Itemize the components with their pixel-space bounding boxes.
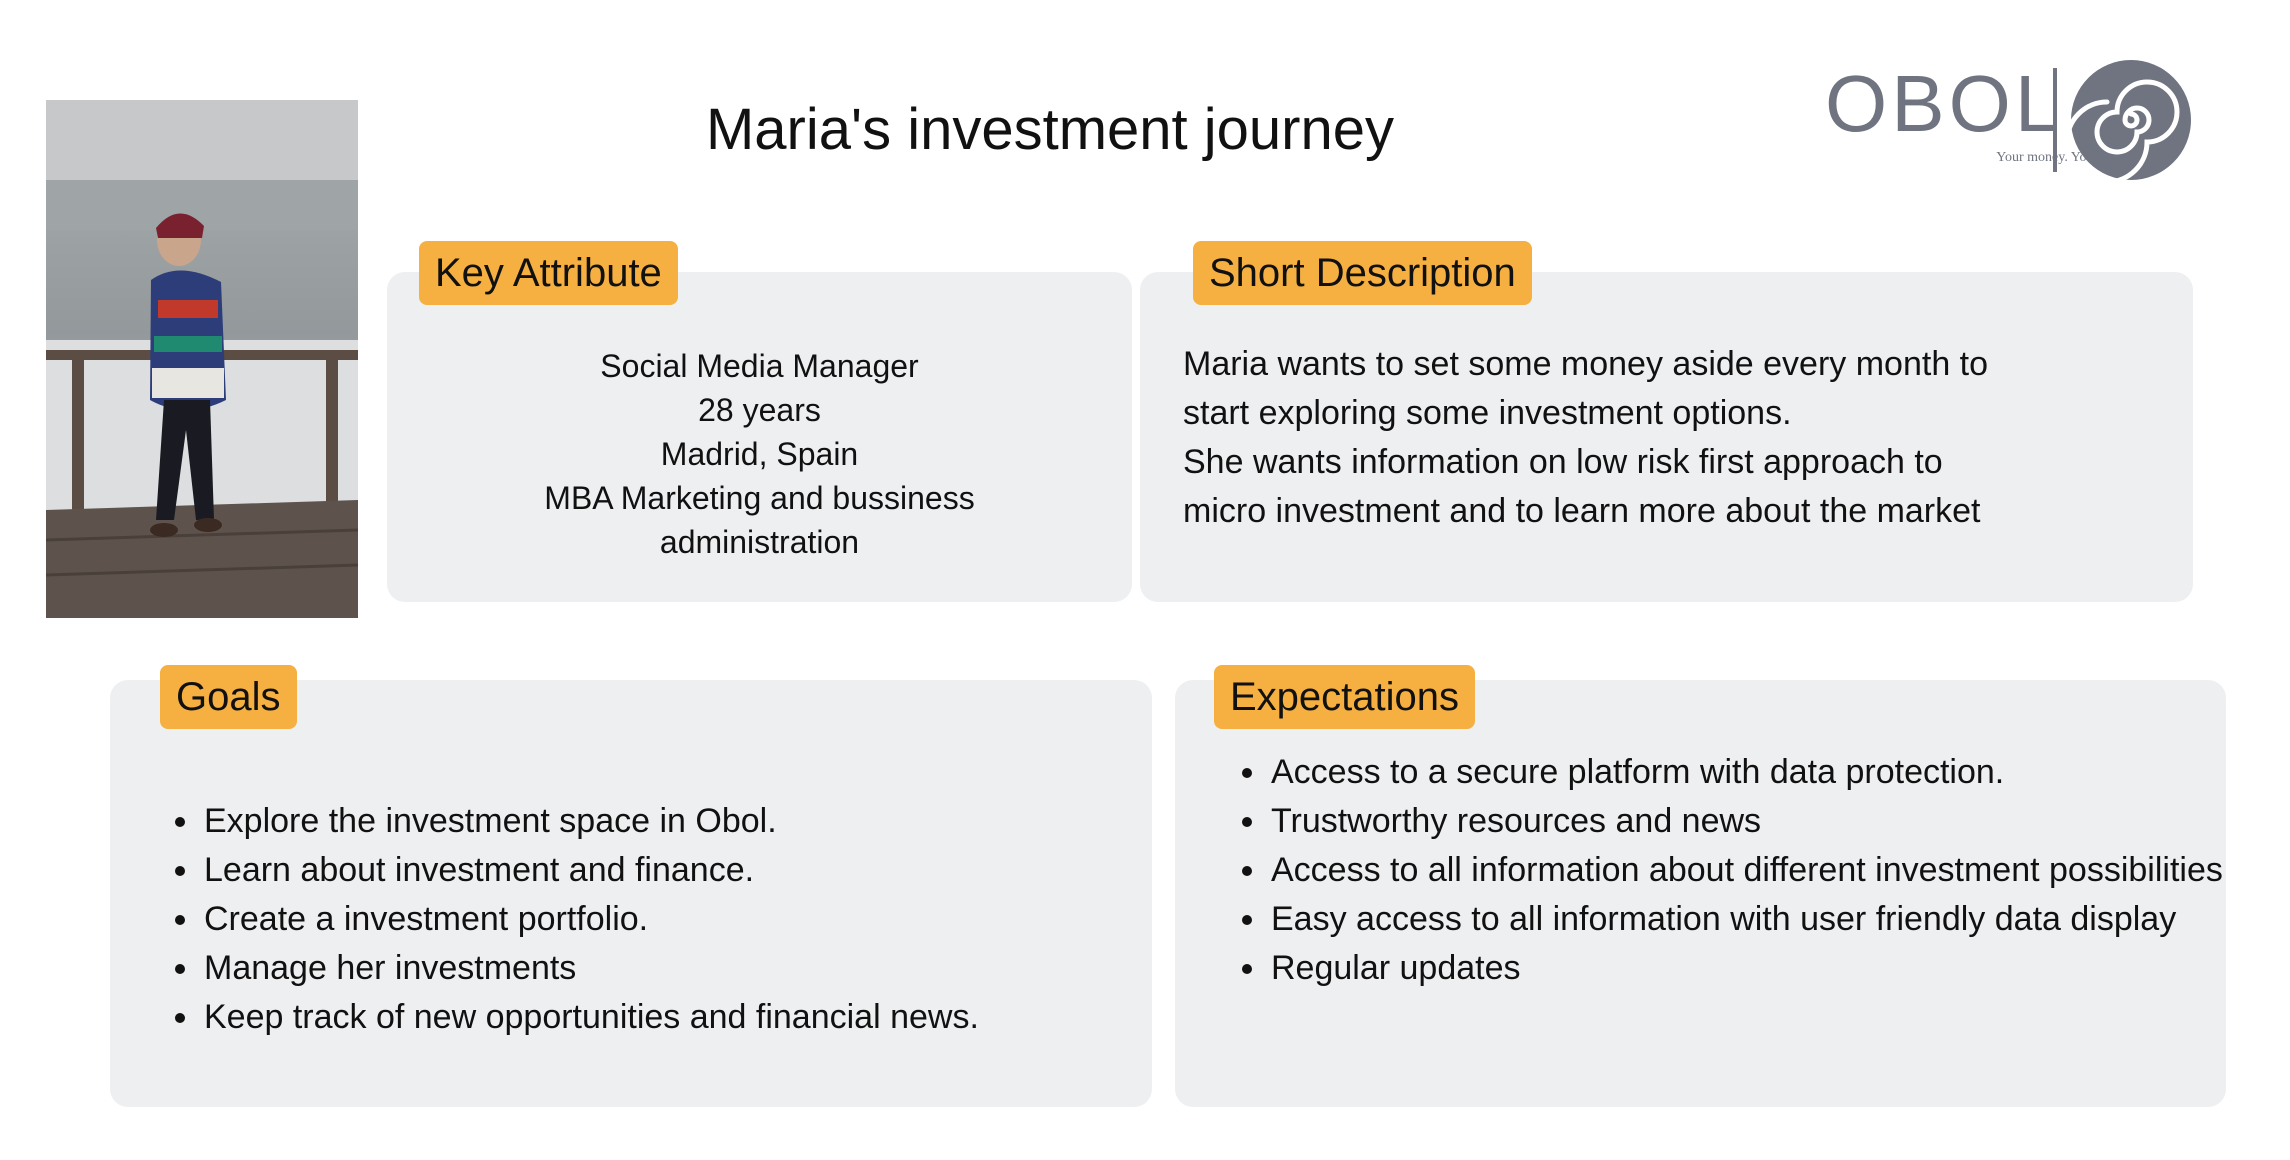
expectation-item: Easy access to all information with user… (1269, 895, 2269, 944)
goals-list: Explore the investment space in Obol. Le… (152, 797, 1192, 1042)
expectation-item: Access to a secure platform with data pr… (1269, 748, 2269, 797)
description-line: She wants information on low risk first … (1183, 443, 1943, 481)
obol-logo: OBOL Your money. Your way (1825, 58, 2195, 188)
expectation-item: Access to all information about differen… (1269, 846, 2269, 895)
short-description-label: Short Description (1193, 241, 1532, 305)
expectation-item: Regular updates (1269, 944, 2269, 993)
portrait-photo (46, 100, 358, 618)
goal-item: Keep track of new opportunities and fina… (202, 993, 1192, 1042)
page-title: Maria's investment journey (705, 97, 1394, 162)
key-attribute-panel (387, 272, 1132, 602)
goal-item: Create a investment portfolio. (202, 895, 1192, 944)
logo-divider (2053, 68, 2057, 172)
description-line: micro investment and to learn more about… (1183, 492, 1981, 530)
goal-item: Learn about investment and finance. (202, 846, 1192, 895)
short-description-body: Maria wants to set some money aside ever… (1183, 340, 2173, 536)
expectations-label: Expectations (1214, 665, 1476, 729)
expectations-list: Access to a secure platform with data pr… (1219, 748, 2269, 993)
description-line: Maria wants to set some money aside ever… (1183, 345, 1989, 383)
key-attribute-body: Social Media Manager 28 years Madrid, Sp… (387, 344, 1132, 564)
attribute-line: 28 years (698, 392, 821, 428)
attribute-line: Madrid, Spain (660, 436, 859, 472)
attribute-line: MBA Marketing and bussiness (544, 480, 975, 516)
goal-item: Manage her investments (202, 944, 1192, 993)
spiral-icon (2069, 60, 2191, 182)
attribute-line: administration (659, 524, 860, 560)
logo-wordmark: OBOL (1825, 59, 2064, 148)
attribute-line: Social Media Manager (600, 348, 919, 384)
key-attribute-label: Key Attribute (419, 241, 678, 305)
goal-item: Explore the investment space in Obol. (202, 797, 1192, 846)
short-description-panel (1140, 272, 2193, 602)
goals-label: Goals (160, 665, 297, 729)
expectation-item: Trustworthy resources and news (1269, 797, 2269, 846)
description-line: start exploring some investment options. (1183, 394, 1792, 432)
goals-panel (110, 680, 1152, 1107)
expectations-panel (1175, 680, 2226, 1107)
persona-photo (46, 100, 358, 618)
